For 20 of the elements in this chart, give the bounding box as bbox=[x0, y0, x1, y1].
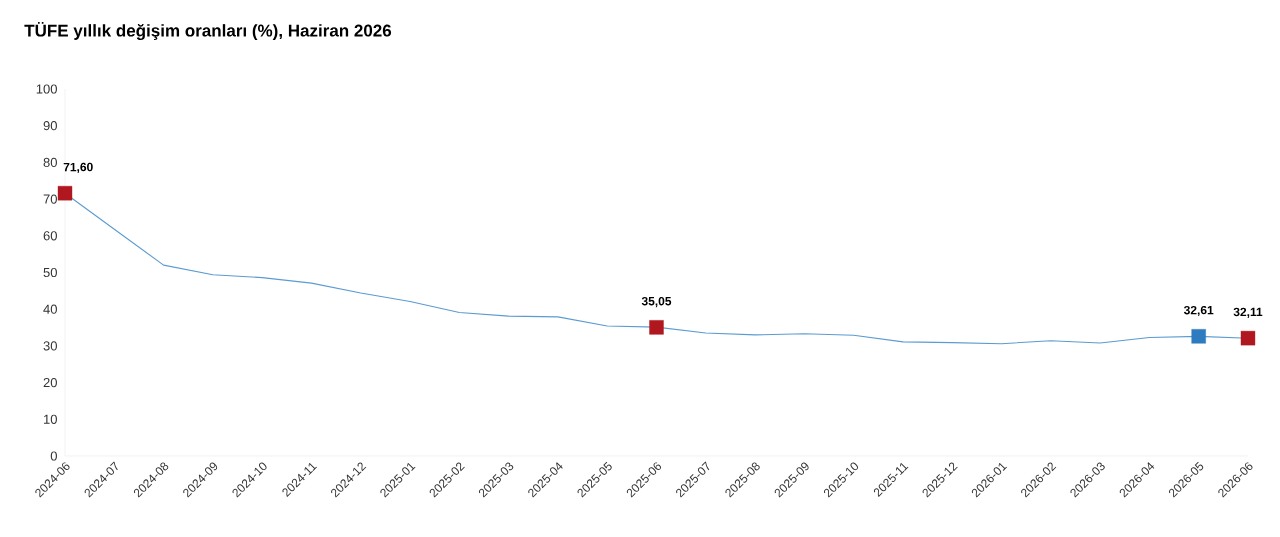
point bbox=[649, 320, 664, 335]
y-tick-label: 10 bbox=[44, 414, 57, 424]
y-tick-label: 80 bbox=[43, 157, 57, 167]
y-tick-label: 50 bbox=[43, 267, 57, 278]
chart-title: TÜFE yıllık değişim oranları (%), Haziran 2026 bbox=[24, 21, 392, 41]
y-tick-label: 100 bbox=[36, 84, 57, 94]
data-label: 71,60 bbox=[63, 162, 93, 174]
y-tick-label: 60 bbox=[43, 231, 57, 241]
y-tick-label: 0 bbox=[50, 451, 57, 461]
y-tick-label: 20 bbox=[43, 377, 57, 388]
data-label: 32,11 bbox=[1233, 307, 1263, 318]
y-tick-label: 30 bbox=[43, 341, 57, 351]
y-tick-label: 90 bbox=[43, 121, 57, 131]
data-label: 32,61 bbox=[1183, 305, 1214, 317]
point bbox=[1191, 329, 1206, 344]
point bbox=[1240, 330, 1256, 346]
point bbox=[57, 186, 73, 201]
data-label: 35,05 bbox=[641, 296, 672, 308]
y-tick-label: 70 bbox=[43, 194, 57, 204]
y-tick-label: 40 bbox=[43, 304, 57, 314]
